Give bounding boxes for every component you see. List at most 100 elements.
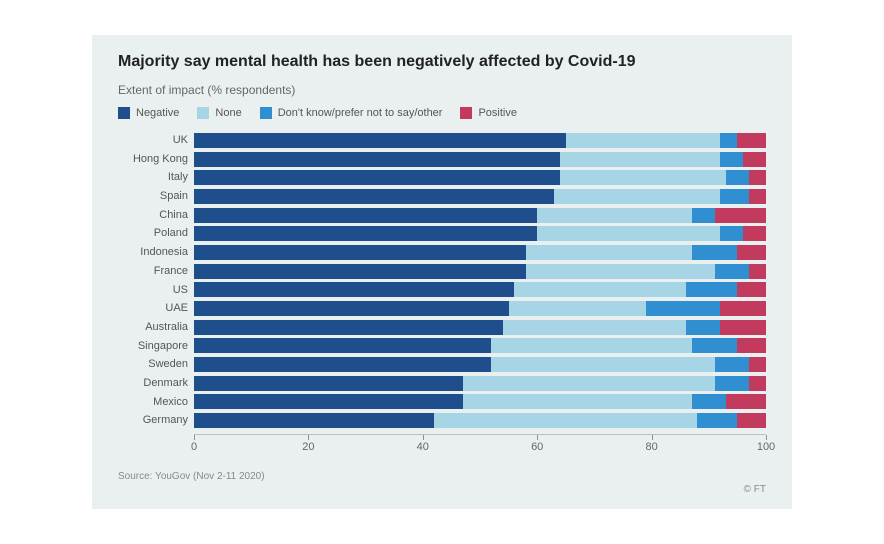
bar-segment-negative [194, 301, 509, 316]
tick-label: 20 [302, 441, 314, 453]
bar-segment-dk [692, 245, 738, 260]
legend-label: Negative [136, 107, 179, 119]
bar-segment-dk [715, 357, 749, 372]
country-label: Denmark [143, 374, 188, 393]
bar-segment-dk [646, 301, 720, 316]
bar-row [194, 318, 766, 337]
bar-segment-negative [194, 320, 503, 335]
bar-segment-negative [194, 133, 566, 148]
bar-segment-none [491, 338, 691, 353]
country-label: US [173, 281, 188, 300]
bar-segment-negative [194, 357, 491, 372]
bar-segment-dk [726, 170, 749, 185]
tick-mark [652, 435, 653, 440]
bar-segment-none [526, 245, 692, 260]
country-label: UAE [165, 299, 188, 318]
bar-row [194, 168, 766, 187]
tick-mark [423, 435, 424, 440]
bar-segment-none [560, 170, 726, 185]
bar-segment-negative [194, 413, 434, 428]
bar-segment-positive [737, 133, 766, 148]
bar-segment-dk [720, 133, 737, 148]
stacked-bar [194, 264, 766, 279]
tick-mark [766, 435, 767, 440]
country-label: UK [173, 131, 188, 150]
bar-row [194, 374, 766, 393]
bar-row [194, 281, 766, 300]
bar-segment-dk [715, 264, 749, 279]
stacked-bar [194, 208, 766, 223]
bar-segment-negative [194, 338, 491, 353]
tick-label: 0 [191, 441, 197, 453]
stacked-bar [194, 376, 766, 391]
stacked-bar [194, 152, 766, 167]
bar-segment-positive [749, 357, 766, 372]
stacked-bar [194, 226, 766, 241]
y-axis-labels: UKHong KongItalySpainChinaPolandIndonesi… [118, 131, 194, 463]
bar-segment-none [566, 133, 720, 148]
bar-segment-positive [726, 394, 766, 409]
bar-segment-none [514, 282, 686, 297]
tick-mark [308, 435, 309, 440]
bar-segment-positive [749, 376, 766, 391]
stacked-bar [194, 301, 766, 316]
chart-subtitle: Extent of impact (% respondents) [118, 83, 766, 97]
bar-segment-negative [194, 170, 560, 185]
bar-segment-positive [743, 152, 766, 167]
bar-segment-positive [737, 245, 766, 260]
stacked-bar [194, 394, 766, 409]
bars-container [194, 131, 766, 430]
stacked-bar [194, 245, 766, 260]
bar-segment-none [463, 394, 692, 409]
bar-segment-dk [720, 226, 743, 241]
bar-segment-positive [737, 413, 766, 428]
bar-row [194, 131, 766, 150]
country-label: France [154, 262, 188, 281]
bar-segment-positive [749, 189, 766, 204]
chart-panel: Majority say mental health has been nega… [92, 35, 792, 509]
credit-text: © FT [118, 484, 766, 495]
tick-label: 80 [645, 441, 657, 453]
bar-segment-none [509, 301, 646, 316]
chart-area: UKHong KongItalySpainChinaPolandIndonesi… [118, 131, 766, 463]
tick-mark [194, 435, 195, 440]
bar-row [194, 411, 766, 430]
stacked-bar [194, 282, 766, 297]
country-label: Germany [143, 411, 188, 430]
bar-segment-dk [686, 282, 737, 297]
bar-segment-none [537, 226, 720, 241]
bar-segment-negative [194, 189, 554, 204]
bar-segment-none [463, 376, 715, 391]
stacked-bar [194, 189, 766, 204]
bar-segment-positive [720, 320, 766, 335]
chart-legend: Negative None Don't know/prefer not to say… [118, 107, 766, 119]
bar-segment-positive [715, 208, 766, 223]
tick-label: 40 [417, 441, 429, 453]
bar-segment-dk [686, 320, 720, 335]
stacked-bar [194, 357, 766, 372]
bar-segment-dk [720, 152, 743, 167]
bar-segment-dk [692, 394, 726, 409]
bar-row [194, 355, 766, 374]
bar-segment-none [537, 208, 691, 223]
legend-label: Positive [478, 107, 517, 119]
chart-title: Majority say mental health has been nega… [118, 53, 766, 71]
country-label: Poland [154, 224, 188, 243]
bar-segment-dk [697, 413, 737, 428]
bar-row [194, 224, 766, 243]
country-label: China [159, 206, 188, 225]
legend-swatch [118, 107, 130, 119]
page: Majority say mental health has been nega… [0, 0, 884, 544]
legend-item: Negative [118, 107, 179, 119]
bar-segment-positive [749, 264, 766, 279]
bar-segment-none [560, 152, 720, 167]
bar-segment-negative [194, 264, 526, 279]
bar-segment-dk [715, 376, 749, 391]
country-label: Italy [168, 168, 188, 187]
legend-item: Don't know/prefer not to say/other [260, 107, 443, 119]
stacked-bar [194, 133, 766, 148]
country-label: Hong Kong [133, 150, 188, 169]
bar-segment-negative [194, 376, 463, 391]
bar-row [194, 243, 766, 262]
legend-label: None [215, 107, 241, 119]
